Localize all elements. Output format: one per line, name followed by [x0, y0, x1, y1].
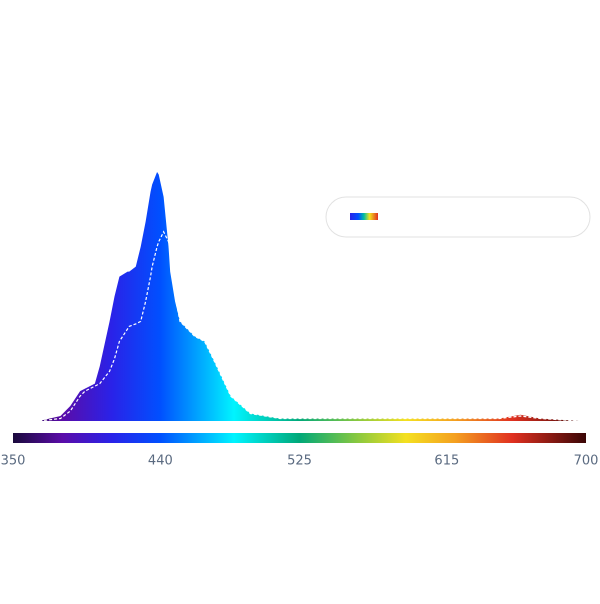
reference-line: [39, 230, 580, 422]
x-tick-label: 440: [148, 454, 173, 469]
spectrum-area: [39, 172, 580, 421]
x-tick-label: 525: [287, 454, 312, 469]
legend-swatch: [350, 213, 378, 220]
x-tick-label: 615: [434, 454, 459, 469]
x-tick-label: 350: [1, 454, 26, 469]
x-tick-label: 700: [574, 454, 599, 469]
legend-box: [325, 196, 591, 238]
colorbar: [13, 433, 586, 443]
